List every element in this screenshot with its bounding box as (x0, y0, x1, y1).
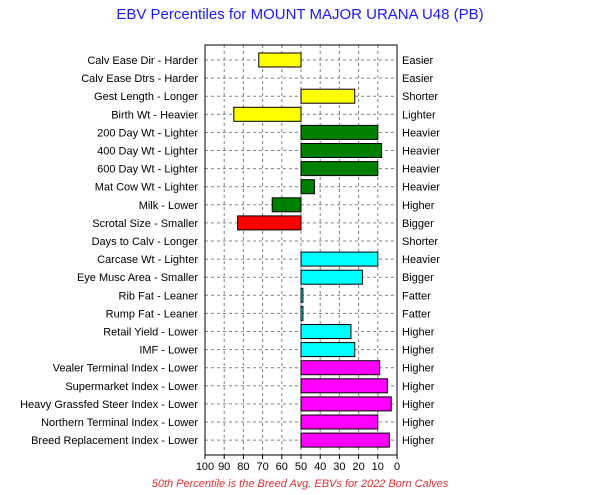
bar (300, 179, 315, 195)
x-tick-label: 0 (394, 461, 400, 473)
trait-label-right: Higher (402, 399, 435, 411)
bar (300, 88, 356, 104)
bar (258, 52, 302, 68)
trait-label-right: Fatter (402, 290, 431, 302)
trait-label-right: Higher (402, 200, 435, 212)
bar (233, 106, 302, 122)
bar (300, 396, 392, 412)
x-tick-label: 50 (295, 461, 307, 473)
bar (300, 360, 381, 376)
x-tick-label: 60 (276, 461, 288, 473)
bar (300, 287, 304, 303)
trait-label-left: Vealer Terminal Index - Lower (53, 363, 199, 375)
x-tick-label: 20 (352, 461, 364, 473)
trait-label-right: Heavier (402, 127, 440, 139)
trait-label-left: Scrotal Size - Smaller (92, 218, 198, 230)
bar (300, 161, 379, 177)
trait-label-left: Breed Replacement Index - Lower (31, 435, 198, 447)
trait-label-left: 600 Day Wt - Lighter (97, 164, 198, 176)
bar (300, 378, 388, 394)
trait-label-left: Gest Length - Longer (94, 91, 198, 103)
trait-label-left: Rib Fat - Leaner (119, 290, 199, 302)
trait-label-left: 400 Day Wt - Lighter (97, 146, 198, 158)
bar (300, 342, 356, 358)
chart-footnote: 50th Percentile is the Breed Avg. EBVs f… (151, 478, 449, 490)
trait-label-left: Calv Ease Dtrs - Harder (81, 73, 198, 85)
trait-label-right: Easier (402, 73, 434, 85)
trait-label-right: Bigger (402, 272, 434, 284)
trait-label-left: Milk - Lower (139, 200, 199, 212)
trait-label-left: Rump Fat - Leaner (106, 308, 199, 320)
trait-label-left: 200 Day Wt - Lighter (97, 127, 198, 139)
chart-title: EBV Percentiles for MOUNT MAJOR URANA U4… (116, 6, 484, 23)
trait-label-right: Higher (402, 381, 435, 393)
trait-label-left: Birth Wt - Heavier (111, 109, 198, 121)
trait-label-right: Heavier (402, 146, 440, 158)
bar (300, 324, 352, 339)
trait-label-left: Mat Cow Wt - Lighter (95, 182, 199, 194)
trait-label-right: Heavier (402, 254, 440, 266)
trait-label-right: Bigger (402, 218, 434, 230)
x-tick-label: 80 (237, 461, 249, 473)
x-tick-label: 70 (256, 461, 268, 473)
bar (300, 414, 379, 430)
trait-label-left: Carcase Wt - Lighter (97, 254, 198, 266)
x-tick-label: 90 (218, 461, 230, 473)
trait-label-left: Heavy Grassfed Steer Index - Lower (20, 399, 198, 411)
trait-label-right: Higher (402, 417, 435, 429)
trait-label-left: Calv Ease Dir - Harder (87, 55, 198, 67)
bar (300, 269, 363, 285)
bar (300, 432, 390, 448)
x-tick-label: 10 (372, 461, 384, 473)
trait-label-right: Higher (402, 345, 435, 357)
trait-label-right: Lighter (402, 109, 436, 121)
trait-label-left: Retail Yield - Lower (103, 327, 198, 339)
trait-label-right: Heavier (402, 182, 440, 194)
bar (300, 143, 383, 158)
trait-label-right: Fatter (402, 308, 431, 320)
bar (271, 197, 302, 213)
trait-label-left: IMF - Lower (139, 345, 198, 357)
bar (300, 124, 379, 140)
trait-label-right: Higher (402, 327, 435, 339)
x-tick-label: 30 (333, 461, 345, 473)
bar (300, 251, 379, 267)
trait-label-left: Supermarket Index - Lower (65, 381, 198, 393)
x-tick-label: 40 (314, 461, 326, 473)
trait-label-right: Easier (402, 55, 434, 67)
x-tick-label: 100 (196, 461, 214, 473)
trait-label-left: Eye Musc Area - Smaller (77, 272, 198, 284)
bar (300, 305, 304, 321)
trait-label-right: Shorter (402, 91, 438, 103)
trait-label-right: Higher (402, 435, 435, 447)
trait-label-left: Northern Terminal Index - Lower (41, 417, 198, 429)
trait-label-left: Days to Calv - Longer (92, 236, 199, 248)
bar (237, 215, 302, 231)
trait-label-right: Heavier (402, 164, 440, 176)
trait-label-right: Higher (402, 363, 435, 375)
trait-label-right: Shorter (402, 236, 438, 248)
